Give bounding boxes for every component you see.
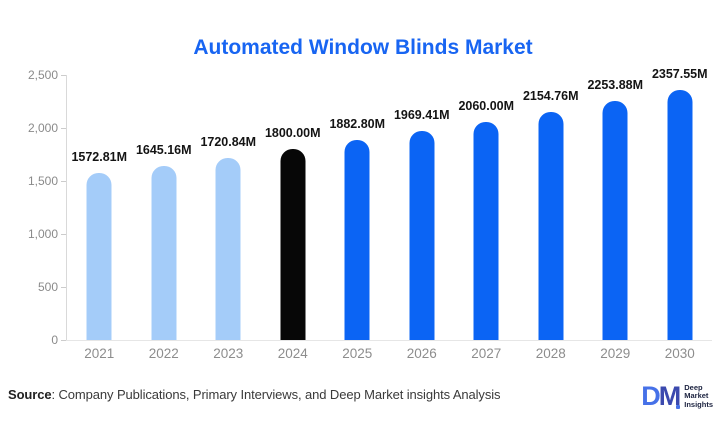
source-note: Source: Company Publications, Primary In… (8, 387, 501, 402)
y-tick-mark (61, 181, 66, 182)
brand-line: Insights (684, 399, 713, 409)
bar-slot: 1800.00M (261, 75, 326, 340)
y-tick-label: 500 (37, 280, 58, 294)
x-axis-label-2025: 2025 (342, 346, 373, 361)
bar-value-label: 2060.00M (458, 99, 515, 113)
bar-slot: 1969.41M (390, 75, 455, 340)
y-tick-mark (61, 287, 66, 288)
source-label: Source (8, 387, 52, 402)
brand-line: Deep (684, 382, 703, 392)
y-tick-label: 2,500 (27, 68, 58, 82)
bar-slot: 2253.88M (583, 75, 648, 340)
y-tick-label: 0 (51, 333, 58, 347)
bar-value-label: 2253.88M (587, 78, 644, 92)
monogram-dot-icon (676, 405, 681, 409)
dm-monogram-icon: DM (641, 381, 681, 411)
bar-slot: 1572.81M (67, 75, 132, 340)
bar-2023 (215, 158, 241, 340)
y-tick-label: 1,500 (27, 174, 58, 188)
bar-slot: 2357.55M (648, 67, 713, 340)
bar-2030 (667, 90, 693, 340)
bar-value-label: 1882.80M (329, 117, 386, 131)
bar-2027 (473, 122, 499, 340)
monogram-letter-m: M (658, 381, 681, 411)
plot-area: 0 500 1,000 1,500 2,000 2,500 1572.81M 1645.16… (28, 67, 713, 346)
bar-value-label: 2357.55M (651, 67, 708, 81)
y-tick-label: 1,000 (27, 227, 58, 241)
x-axis-label-2024: 2024 (277, 346, 308, 361)
bar-2021 (86, 173, 112, 340)
bar-slot: 1882.80M (325, 75, 390, 340)
x-axis-label-2029: 2029 (600, 346, 631, 361)
monogram-letter-d: D (641, 381, 660, 411)
y-tick-mark (61, 75, 66, 76)
bar-value-label: 1969.41M (393, 108, 450, 122)
x-axis-label-2022: 2022 (148, 346, 179, 361)
x-axis-labels: 2021 2022 2023 2024 2025 2026 2027 2028 2029 2030 (67, 346, 712, 361)
y-tick-label: 2,000 (27, 121, 58, 135)
bar-value-label: 1572.81M (71, 150, 128, 164)
bar-2028 (538, 112, 564, 340)
bar-2026 (409, 131, 435, 340)
y-tick-mark (61, 128, 66, 129)
chart-title: Automated Window Blinds Market (193, 36, 533, 59)
bar-slot: 1645.16M (132, 75, 197, 340)
bar-value-label: 1645.16M (135, 143, 192, 157)
bar-value-label: 1800.00M (264, 126, 321, 140)
y-tick-mark (61, 340, 66, 341)
x-axis-line (66, 340, 712, 341)
bar-2024 (280, 149, 306, 340)
x-axis-label-2026: 2026 (406, 346, 437, 361)
y-tick-mark (61, 234, 66, 235)
bars-container: 1572.81M 1645.16M 1720.84M 1800.00M 1882.80M… (67, 67, 713, 340)
x-axis-label-2023: 2023 (213, 346, 244, 361)
x-axis-label-2030: 2030 (664, 346, 695, 361)
source-text: : Company Publications, Primary Intervie… (51, 387, 501, 402)
bar-value-label: 2154.76M (522, 89, 579, 103)
brand-name: Deep Market Insights (684, 382, 713, 410)
bar-slot: 1720.84M (196, 75, 261, 340)
bar-2029 (602, 101, 628, 340)
bar-2025 (344, 140, 370, 340)
x-axis-label-2027: 2027 (471, 346, 502, 361)
x-axis-label-2028: 2028 (535, 346, 566, 361)
y-axis-line (66, 75, 67, 340)
bar-slot: 2060.00M (454, 75, 519, 340)
brand-line: Market (684, 391, 709, 401)
brand-logo: DM Deep Market Insights (641, 383, 713, 410)
bar-value-label: 1720.84M (200, 135, 257, 149)
bar-2022 (151, 166, 177, 340)
x-axis-label-2021: 2021 (84, 346, 115, 361)
bar-slot: 2154.76M (519, 75, 584, 340)
